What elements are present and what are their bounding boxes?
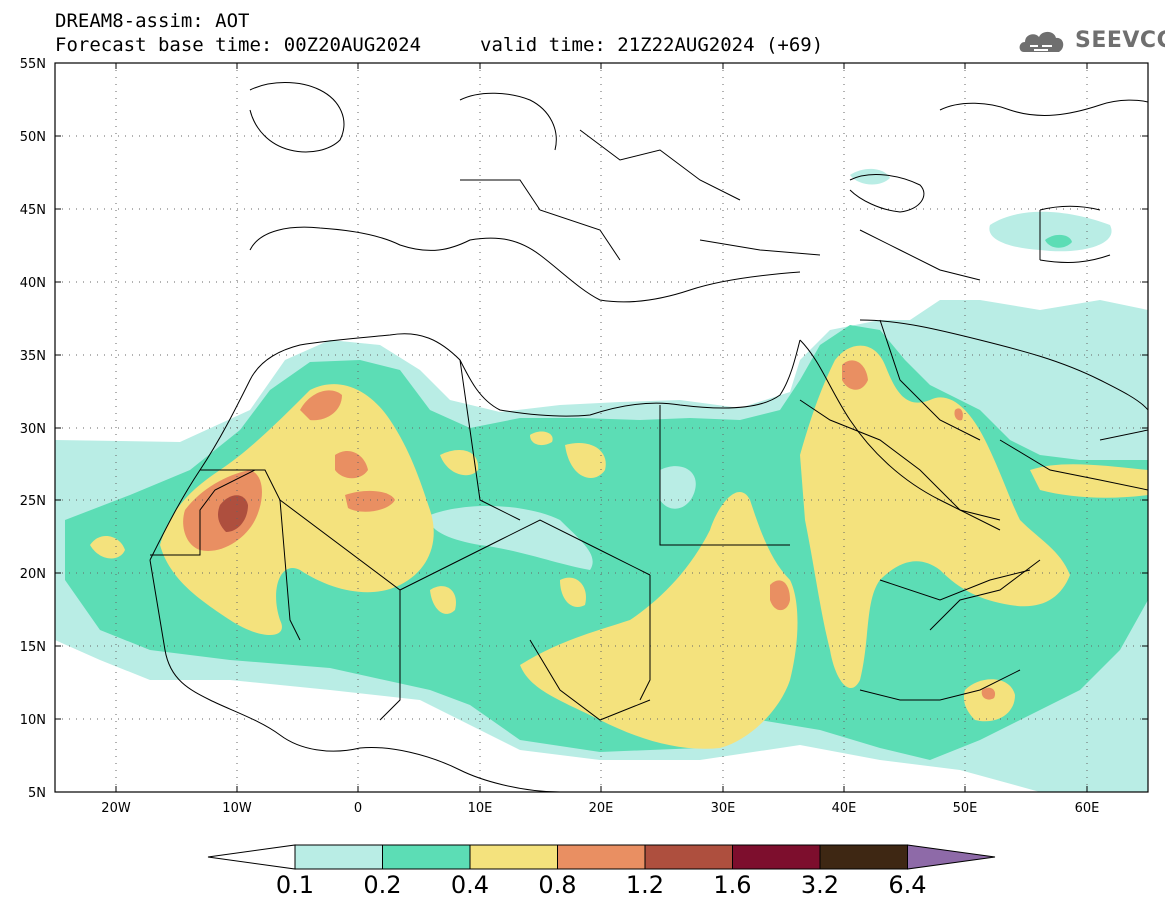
lat-label: 25N: [20, 494, 46, 509]
lon-labels: 20W 10W 0 10E 20E 30E 40E 50E 60E: [101, 801, 1099, 816]
lat-label: 5N: [28, 786, 46, 801]
lat-label: 20N: [20, 567, 46, 582]
colorbar-label: 0.1: [276, 871, 314, 899]
colorbar-segment: [469, 844, 558, 870]
aot-band-0.4-central: [520, 491, 798, 749]
aot-contours: [55, 63, 1148, 792]
borders: [150, 129, 1148, 721]
lon-label: 40E: [832, 801, 857, 816]
colorbar-segment: [644, 844, 733, 870]
colorbar: [207, 844, 996, 870]
aot-band-0.2-caspian: [1045, 234, 1072, 248]
colorbar-label: 3.2: [801, 871, 839, 899]
forecast-base-time: Forecast base time: 00Z20AUG2024: [55, 34, 422, 56]
lat-labels: 5N 10N 15N 20N 25N 30N 35N 40N 45N 50N 5…: [20, 57, 46, 801]
lon-label: 50E: [953, 801, 978, 816]
aot-band-0.1-caspian: [989, 211, 1112, 252]
lon-label: 10W: [222, 801, 252, 816]
lon-label: 60E: [1075, 801, 1100, 816]
cloud-logo-icon: [1019, 31, 1064, 52]
lat-label: 45N: [20, 203, 46, 218]
colorbar-segment: [819, 844, 908, 870]
lat-label: 35N: [20, 349, 46, 364]
coastlines: [149, 82, 1148, 792]
lon-label: 10E: [468, 801, 493, 816]
tick-marks: [55, 63, 1148, 792]
colorbar-label: 1.2: [626, 871, 664, 899]
aot-band-0.4-west: [160, 384, 434, 635]
lat-label: 15N: [20, 640, 46, 655]
title-line-1: DREAM8-assim: AOT: [55, 10, 250, 32]
colorbar-label: 0.4: [451, 871, 489, 899]
colorbar-label: 1.6: [713, 871, 751, 899]
logo-text: SEEVCCC: [1075, 28, 1165, 53]
aot-band-0.4-arabia: [800, 345, 1070, 689]
colorbar-labels: 0.1 0.2 0.4 0.8 1.2 1.6 3.2 6.4: [276, 871, 927, 899]
aot-band-1.2: [218, 495, 248, 532]
colorbar-segment: [294, 844, 383, 870]
colorbar-segment: [557, 844, 646, 870]
lon-label: 20W: [101, 801, 131, 816]
lon-label: 0: [354, 801, 362, 816]
lat-label: 30N: [20, 422, 46, 437]
valid-time: valid time: 21Z22AUG2024 (+69): [480, 34, 824, 56]
colorbar-segment: [382, 844, 471, 870]
aot-band-0.4-yemen: [963, 679, 1015, 722]
aot-band-0.4-oman: [1030, 464, 1148, 498]
lon-label: 20E: [589, 801, 614, 816]
lat-label: 50N: [20, 130, 46, 145]
aot-band-0.1-blacksea: [850, 168, 890, 185]
colorbar-label: 6.4: [888, 871, 926, 899]
colorbar-segment: [207, 844, 296, 870]
colorbar-label: 0.2: [363, 871, 401, 899]
lon-label: 30E: [711, 801, 736, 816]
lat-label: 40N: [20, 276, 46, 291]
lat-label: 10N: [20, 713, 46, 728]
colorbar-segment: [907, 844, 996, 870]
lat-label: 55N: [20, 57, 46, 72]
colorbar-label: 0.8: [538, 871, 576, 899]
colorbar-segment: [732, 844, 821, 870]
